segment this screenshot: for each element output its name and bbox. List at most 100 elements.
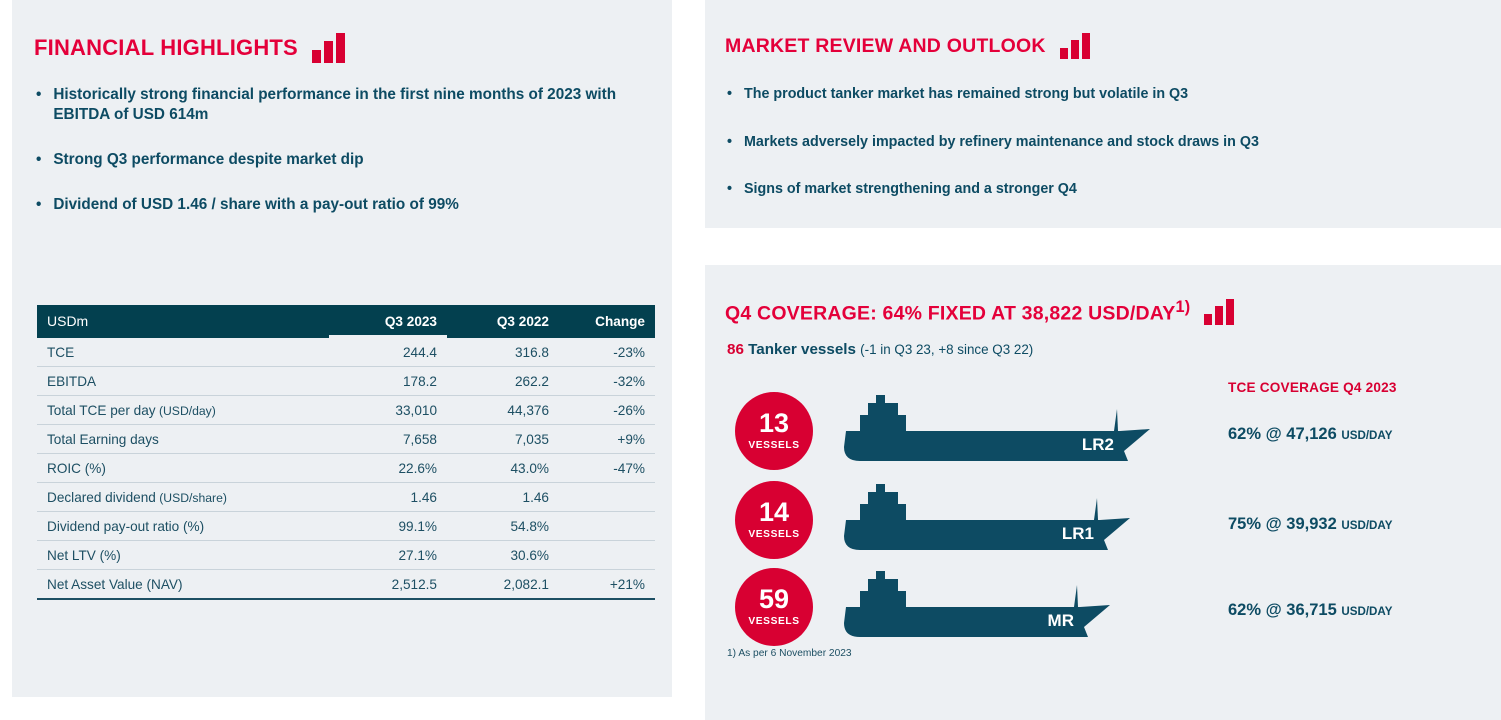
- row-label: Total TCE per day (USD/day): [37, 395, 329, 425]
- section-title: MARKET REVIEW AND OUTLOOK: [725, 34, 1046, 57]
- vessel-count-badge: 14 VESSELS: [735, 481, 813, 559]
- footnote-marker: 1): [1175, 298, 1191, 316]
- column-header-usdm: USDm: [37, 305, 329, 338]
- table-row: Net Asset Value (NAV) 2,512.5 2,082.1 +21%: [37, 569, 655, 600]
- fleet-count: 86: [727, 341, 744, 358]
- row-label: ROIC (%): [37, 453, 329, 483]
- cell-q3-2022: 2,082.1: [447, 569, 559, 600]
- ship-icon: MR: [840, 571, 1116, 645]
- financial-highlights-panel: FINANCIAL HIGHLIGHTS • Historically stro…: [12, 0, 672, 697]
- financial-summary-table: USDm Q3 2023 Q3 2022 Change TCE 244.4 316.…: [37, 305, 655, 600]
- list-item-label: Markets adversely impacted by refinery m…: [744, 133, 1259, 150]
- page-title: FINANCIAL HIGHLIGHTS: [34, 35, 298, 60]
- bullet-dot-icon: •: [36, 150, 42, 168]
- cell-q3-2022: 54.8%: [447, 511, 559, 541]
- vessel-class-label: LR2: [1081, 435, 1114, 454]
- row-unit: (USD/day): [155, 403, 216, 418]
- row-label: Total Earning days: [37, 424, 329, 454]
- vessel-class-label: LR1: [1061, 524, 1094, 543]
- cell-change: -23%: [559, 338, 655, 367]
- vessel-row: 13 VESSELS LR2: [705, 392, 1501, 472]
- list-item-label: Strong Q3 performance despite market dip: [53, 150, 364, 168]
- row-label: EBITDA: [37, 366, 329, 396]
- bullet-dot-icon: •: [727, 133, 733, 150]
- vessel-count-badge: 59 VESSELS: [735, 568, 813, 646]
- vessel-count: 13: [758, 408, 790, 439]
- column-header-change: Change: [559, 305, 655, 338]
- column-header-q3-2022: Q3 2022: [447, 305, 559, 338]
- q4-coverage-panel: Q4 COVERAGE: 64% FIXED AT 38,822 USD/DAY…: [705, 265, 1501, 720]
- ship-icon: LR1: [840, 484, 1136, 558]
- row-label: Declared dividend (USD/share): [37, 482, 329, 512]
- vessel-count-word: VESSELS: [748, 616, 800, 628]
- tce-coverage-unit: USD/DAY: [1341, 519, 1393, 532]
- tce-coverage-number: 75% @ 39,932: [1228, 515, 1337, 533]
- cell-q3-2022: 30.6%: [447, 540, 559, 570]
- row-label: Net LTV (%): [37, 540, 329, 570]
- cell-q3-2023: 178.2: [329, 366, 447, 396]
- cell-change: -32%: [559, 366, 655, 396]
- list-item: • Strong Q3 performance despite market d…: [36, 150, 636, 170]
- row-label: Net Asset Value (NAV): [37, 569, 329, 600]
- vessel-count-word: VESSELS: [748, 529, 800, 541]
- market-review-bullet-list: • The product tanker market has remained…: [727, 85, 1487, 228]
- list-item-label: The product tanker market has remained s…: [744, 86, 1189, 102]
- bar-chart-icon: [1059, 33, 1090, 59]
- tce-coverage-value: 62% @ 47,126 USD/DAY: [1228, 425, 1392, 444]
- table-body: TCE 244.4 316.8 -23% EBITDA 178.2 262.2 -32% Tot…: [37, 338, 655, 600]
- list-item-label: Dividend of USD 1.46 / share with a pay-…: [53, 195, 459, 213]
- table-row: Total TCE per day (USD/day) 33,010 44,376-…: [37, 395, 655, 425]
- bar-chart-icon: [311, 33, 345, 63]
- bar-chart-icon: [1204, 298, 1235, 325]
- cell-q3-2022: 7,035: [447, 424, 559, 454]
- bullet-dot-icon: •: [727, 181, 733, 198]
- tce-coverage-column-title: TCE COVERAGE Q4 2023: [1228, 380, 1397, 395]
- table-row: Net LTV (%) 27.1% 30.6%: [37, 540, 655, 570]
- cell-q3-2023: 244.4: [329, 338, 447, 367]
- tce-coverage-number: 62% @ 36,715: [1228, 601, 1337, 619]
- fleet-note: (-1 in Q3 23, +8 since Q3 22): [860, 342, 1034, 357]
- cell-q3-2023: 1.46: [329, 482, 447, 512]
- bullet-dot-icon: •: [36, 195, 42, 213]
- list-item: • The product tanker market has remained…: [727, 85, 1487, 104]
- tce-coverage-unit: USD/DAY: [1341, 429, 1393, 442]
- cell-q3-2022: 1.46: [447, 482, 559, 512]
- cell-q3-2023: 33,010: [329, 395, 447, 425]
- bullet-dot-icon: •: [36, 86, 42, 103]
- tce-coverage-value: 62% @ 36,715 USD/DAY: [1228, 601, 1392, 620]
- vessel-count: 59: [758, 584, 790, 615]
- table-row: EBITDA 178.2 262.2 -32%: [37, 366, 655, 396]
- cell-q3-2023: 22.6%: [329, 453, 447, 483]
- fleet-label: Tanker vessels: [748, 341, 856, 358]
- ship-icon: LR2: [840, 395, 1156, 469]
- row-label: TCE: [37, 338, 329, 367]
- cell-change: [559, 540, 655, 570]
- cell-q3-2022: 262.2: [447, 366, 559, 396]
- cell-q3-2022: 44,376: [447, 395, 559, 425]
- vessel-count-badge: 13 VESSELS: [735, 392, 813, 470]
- cell-change: -26%: [559, 395, 655, 425]
- section-title: Q4 COVERAGE: 64% FIXED AT 38,822 USD/DAY…: [725, 298, 1190, 326]
- bullet-dot-icon: •: [727, 86, 733, 102]
- fleet-summary: 86 Tanker vessels (-1 in Q3 23, +8 since…: [727, 341, 1033, 358]
- tce-coverage-value: 75% @ 39,932 USD/DAY: [1228, 515, 1392, 534]
- table-row: ROIC (%) 22.6% 43.0% -47%: [37, 453, 655, 483]
- list-item-label: Signs of market strengthening and a stro…: [744, 181, 1077, 198]
- cell-q3-2023: 99.1%: [329, 511, 447, 541]
- cell-q3-2022: 43.0%: [447, 453, 559, 483]
- vessel-class-label: MR: [1047, 611, 1074, 630]
- row-label: Dividend pay-out ratio (%): [37, 511, 329, 541]
- cell-change: +21%: [559, 569, 655, 600]
- cell-q3-2023: 2,512.5: [329, 569, 447, 600]
- table-row: Declared dividend (USD/share) 1.46 1.46: [37, 482, 655, 512]
- footnote: 1) As per 6 November 2023: [727, 648, 852, 659]
- q4-coverage-heading: Q4 COVERAGE: 64% FIXED AT 38,822 USD/DAY…: [725, 298, 1235, 326]
- market-review-heading: MARKET REVIEW AND OUTLOOK: [725, 33, 1090, 59]
- table-header-row: USDm Q3 2023 Q3 2022 Change: [37, 305, 655, 338]
- table-row: Total Earning days 7,658 7,035 +9%: [37, 424, 655, 454]
- financial-highlights-heading: FINANCIAL HIGHLIGHTS: [34, 33, 345, 63]
- vessel-row: 14 VESSELS LR1: [705, 481, 1501, 561]
- market-review-panel: MARKET REVIEW AND OUTLOOK • The product …: [705, 0, 1501, 228]
- cell-change: -47%: [559, 453, 655, 483]
- tce-coverage-unit: USD/DAY: [1341, 605, 1393, 618]
